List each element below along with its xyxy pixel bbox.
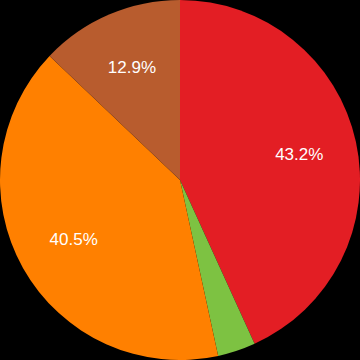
pie-slice xyxy=(50,0,180,180)
background xyxy=(0,0,360,360)
pie xyxy=(0,0,360,360)
data-label: 43.2% xyxy=(275,145,323,164)
chart: 43.2% 40.5% 12.9% xyxy=(0,0,360,360)
data-labels: 43.2% 40.5% 12.9% xyxy=(50,58,324,249)
data-label: 12.9% xyxy=(108,58,156,77)
data-label: 40.5% xyxy=(50,230,98,249)
